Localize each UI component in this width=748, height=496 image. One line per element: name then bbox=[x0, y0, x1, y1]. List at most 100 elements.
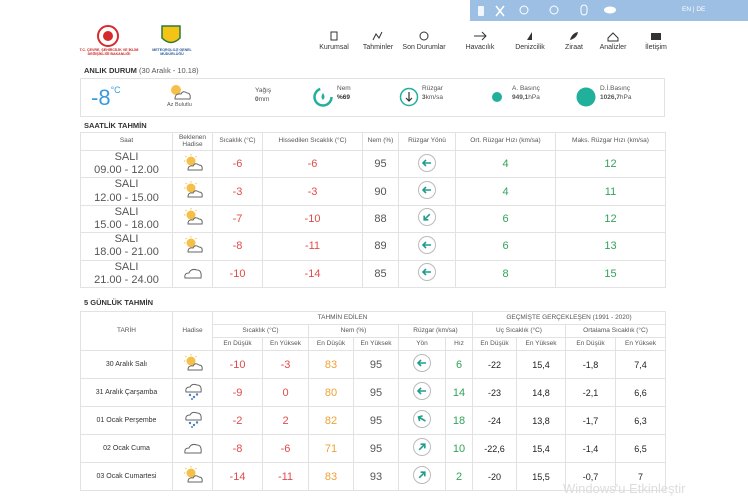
temp: -3 bbox=[212, 177, 263, 206]
daily-row: 31 Aralık Çarşamba -9 0 80 95 14 -23 14,8 -2,1 6,… bbox=[80, 378, 667, 407]
event-cell bbox=[172, 434, 213, 463]
sub-header: En Düşük bbox=[212, 337, 263, 351]
wind-direction-icon bbox=[400, 180, 455, 203]
value-cell: 7 bbox=[614, 462, 667, 491]
nav-icon bbox=[372, 31, 383, 41]
weather-icon-svg bbox=[183, 153, 203, 171]
value-cell: -0,7 bbox=[565, 462, 616, 491]
value-cell: 15,5 bbox=[516, 462, 566, 491]
value-cell: 14,8 bbox=[516, 378, 566, 407]
value-cell: -11 bbox=[262, 462, 309, 491]
nav-label[interactable]: Tahminler bbox=[362, 44, 394, 51]
weather-icon bbox=[174, 153, 212, 175]
group-header: Ortalama Sıcaklık (°C) bbox=[564, 324, 667, 338]
column-header: Hadise bbox=[172, 311, 213, 351]
nav-label[interactable]: Kurumsal bbox=[319, 44, 349, 51]
wind-direction-svg bbox=[418, 153, 436, 172]
logo-icons bbox=[97, 25, 181, 47]
nav-label[interactable]: Ziraat bbox=[565, 44, 583, 51]
hourly-row: SALI 12.00 - 15.00 -3 -3 90 4 11 bbox=[80, 177, 666, 206]
rain-unit: mm bbox=[258, 96, 270, 103]
sub-header: En Yüksek bbox=[614, 337, 667, 351]
event-cell bbox=[172, 462, 213, 491]
current-box: -8°C Az Bulutlu Yağış 0mm Nem %69 Rüzgar… bbox=[80, 78, 665, 117]
weather-icon-svg bbox=[183, 443, 202, 454]
column-header: TARİH bbox=[80, 311, 173, 351]
nav-label[interactable]: İletişim bbox=[645, 44, 667, 51]
event-cell bbox=[172, 149, 213, 179]
weather-icon bbox=[174, 263, 212, 284]
wind-direction-svg bbox=[418, 181, 436, 200]
wind-direction-icon bbox=[400, 381, 445, 404]
watermark: Windows'u Etkinleştir bbox=[563, 481, 686, 496]
time-cell: SALI 09.00 - 12.00 bbox=[80, 149, 173, 179]
value-cell: -22,6 bbox=[472, 434, 517, 463]
sub-header: En Yüksek bbox=[262, 337, 309, 351]
feels-like: -3 bbox=[262, 177, 363, 206]
value-cell: 80 bbox=[308, 378, 354, 407]
daily-table: TARİH Hadise TAHMİN EDİLEN GEÇMİŞTE GERÇEKL… bbox=[80, 311, 667, 491]
lang-en[interactable]: EN bbox=[682, 6, 692, 13]
temp: -8 bbox=[212, 232, 263, 261]
wind-direction-svg bbox=[413, 354, 431, 372]
value-cell: -1,4 bbox=[565, 434, 616, 463]
temp: -7 bbox=[212, 204, 263, 234]
value-cell: 71 bbox=[308, 434, 354, 463]
temp-value: -8 bbox=[91, 85, 111, 110]
event-cell bbox=[172, 406, 213, 435]
wind-label: Rüzgar bbox=[422, 85, 443, 92]
wind-avg: 6 bbox=[455, 204, 556, 234]
nav-item[interactable]: İletişim bbox=[631, 30, 681, 51]
lang-de[interactable]: DE bbox=[696, 6, 706, 13]
time: 09.00 - 12.00 bbox=[94, 164, 159, 177]
date: 01 Ocak Perşembe bbox=[80, 406, 173, 435]
pressure-label: A. Basınç bbox=[512, 85, 540, 92]
sub-header: En Yüksek bbox=[353, 337, 399, 351]
hourly-row: SALI 21.00 - 24.00 -10 -14 85 8 15 bbox=[80, 259, 666, 288]
event-cell bbox=[172, 378, 213, 407]
column-header: Hissedilen Sıcaklık (°C) bbox=[262, 132, 363, 151]
event-cell bbox=[172, 204, 213, 234]
time: 15.00 - 18.00 bbox=[94, 218, 159, 231]
nav-label[interactable]: Son Durumlar bbox=[402, 44, 446, 51]
nav-item[interactable]: Analizler bbox=[588, 30, 638, 51]
event-cell bbox=[172, 177, 213, 206]
temp-unit: °C bbox=[110, 85, 121, 95]
nav-item[interactable]: Ziraat bbox=[549, 30, 599, 51]
time: 21.00 - 24.00 bbox=[94, 273, 159, 286]
group-header: Rüzgar (km/sa) bbox=[398, 324, 473, 338]
nav-item[interactable]: Havacılık bbox=[455, 30, 505, 51]
sub-header: Hız bbox=[445, 337, 473, 351]
weather-icon-svg bbox=[183, 269, 202, 279]
value-cell: 6,6 bbox=[614, 378, 667, 407]
wind-icon bbox=[399, 87, 419, 107]
value-cell: 95 bbox=[353, 406, 399, 435]
wind-avg: 6 bbox=[455, 232, 556, 261]
daily-row: 03 Ocak Cumartesi -14 -11 83 93 2 -20 15,5 -0,7 7 bbox=[80, 462, 667, 491]
value-cell: -9 bbox=[212, 378, 263, 407]
value-cell: 15,4 bbox=[516, 434, 566, 463]
wind-direction-icon bbox=[400, 153, 455, 176]
nav-icon bbox=[607, 32, 619, 42]
day: SALI bbox=[114, 151, 139, 163]
value-cell: 15,4 bbox=[516, 350, 566, 379]
column-header: Sıcaklık (°C) bbox=[212, 132, 263, 151]
nav-item[interactable]: Tahminler bbox=[353, 30, 403, 51]
pressure-unit: hPa bbox=[528, 94, 540, 101]
nav-label[interactable]: Analizler bbox=[599, 44, 627, 51]
value-cell: 7,4 bbox=[614, 350, 667, 379]
nav-item[interactable]: Son Durumlar bbox=[399, 30, 449, 51]
nav-label[interactable]: Havacılık bbox=[465, 44, 495, 51]
nav-item[interactable]: Kurumsal bbox=[309, 30, 359, 51]
feels-like: -6 bbox=[262, 149, 363, 179]
nav-item[interactable]: Denizcilik bbox=[505, 30, 555, 51]
header-row: En Düşük En Yüksek En Düşük En Yüksek Yön Hız… bbox=[81, 337, 667, 351]
hourly-row: SALI 18.00 - 21.00 -8 -11 89 6 13 bbox=[80, 232, 666, 261]
value-cell: 10 bbox=[445, 434, 473, 463]
wind-direction-svg bbox=[413, 410, 431, 428]
wind-value: 3 bbox=[422, 94, 426, 101]
sub-header: En Yüksek bbox=[516, 337, 566, 351]
value-cell: -3 bbox=[262, 350, 309, 379]
nav-label[interactable]: Denizcilik bbox=[515, 44, 545, 51]
